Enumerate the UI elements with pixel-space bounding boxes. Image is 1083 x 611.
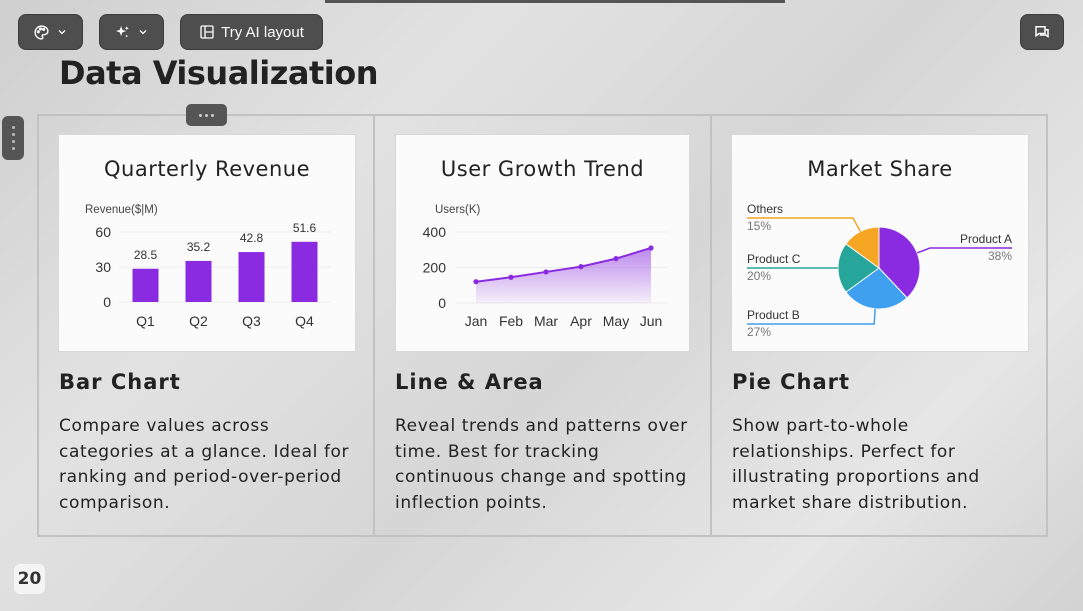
try-ai-layout-button[interactable]: Try AI layout bbox=[180, 14, 323, 50]
slice-value-label: 27% bbox=[747, 325, 771, 339]
x-tick-label: Feb bbox=[499, 313, 523, 329]
page-title: Data Visualization bbox=[59, 54, 378, 92]
y-tick-label: 30 bbox=[95, 259, 111, 275]
top-canvas-edge bbox=[325, 0, 785, 3]
chevron-down-icon bbox=[137, 26, 149, 38]
column-heading: Bar Chart bbox=[59, 370, 181, 394]
x-tick-label: Mar bbox=[534, 313, 558, 329]
line-chart-column: User Growth Trend Users(K) 400 200 0 Jan Feb M… bbox=[375, 116, 712, 535]
bar bbox=[291, 241, 318, 302]
x-tick-label: Jun bbox=[640, 313, 663, 329]
data-label: 42.8 bbox=[240, 231, 264, 245]
bar bbox=[185, 260, 212, 302]
data-point bbox=[578, 264, 584, 270]
pie-chart: Product A 38% Product B 27% Product C 20% Othe… bbox=[747, 202, 1012, 339]
bar-chart-column: Quarterly Revenue Revenue($|M) 60 30 0 28.5 Q… bbox=[39, 116, 375, 535]
slice-value-label: 15% bbox=[747, 219, 771, 233]
y-tick-label: 60 bbox=[95, 224, 111, 240]
series-line bbox=[475, 247, 652, 283]
x-tick-label: Jan bbox=[465, 313, 488, 329]
y-tick-label: 0 bbox=[438, 295, 446, 311]
data-point bbox=[508, 274, 514, 280]
data-point bbox=[473, 279, 479, 285]
area-chart: Users(K) 400 200 0 Jan Feb Mar Apr May Jun bbox=[423, 204, 668, 329]
column-heading: Pie Chart bbox=[732, 370, 851, 394]
data-label: 51.6 bbox=[293, 221, 317, 235]
block-drag-handle[interactable] bbox=[186, 104, 227, 126]
slice-name-label: Others bbox=[747, 202, 783, 216]
chart-title: Market Share bbox=[807, 157, 953, 181]
leader-line bbox=[747, 217, 862, 232]
ai-magic-dropdown-button[interactable] bbox=[99, 14, 164, 50]
layout-icon bbox=[199, 24, 215, 40]
try-ai-layout-label: Try AI layout bbox=[221, 23, 304, 41]
palette-icon bbox=[33, 24, 50, 41]
data-label: 35.2 bbox=[187, 240, 211, 254]
pie-chart-column: Market Share Product A 38% Product B 27% Pro… bbox=[712, 116, 1046, 535]
data-point bbox=[648, 245, 654, 251]
x-tick-label: Q3 bbox=[242, 313, 261, 329]
chevron-down-icon bbox=[56, 26, 68, 38]
theme-dropdown-button[interactable] bbox=[18, 14, 83, 50]
bar bbox=[132, 268, 159, 302]
column-description: Show part-to-whole relationships. Perfec… bbox=[732, 416, 980, 513]
column-description: Reveal trends and patterns over time. Be… bbox=[395, 416, 688, 513]
slice-name-label: Product A bbox=[960, 232, 1012, 246]
y-tick-label: 200 bbox=[423, 260, 447, 276]
slice-name-label: Product C bbox=[747, 252, 801, 266]
x-tick-label: Apr bbox=[570, 313, 592, 329]
chart-title: User Growth Trend bbox=[440, 157, 645, 181]
slice-value-label: 38% bbox=[988, 249, 1012, 263]
x-tick-label: Q4 bbox=[295, 313, 314, 329]
column-description: Compare values across categories at a gl… bbox=[59, 416, 350, 513]
side-panel-handle[interactable] bbox=[2, 116, 24, 160]
bar bbox=[238, 252, 265, 302]
area-fill bbox=[476, 247, 651, 303]
pie-slice bbox=[878, 226, 921, 299]
page-number: 20 bbox=[14, 564, 45, 594]
data-point bbox=[543, 269, 549, 275]
slice-value-label: 20% bbox=[747, 269, 771, 283]
line-chart-card: User Growth Trend Users(K) 400 200 0 Jan Feb M… bbox=[395, 134, 690, 352]
comments-button[interactable] bbox=[1020, 14, 1064, 50]
data-point bbox=[613, 256, 619, 262]
y-axis-label: Revenue($|M) bbox=[85, 204, 158, 216]
x-tick-label: Q1 bbox=[136, 313, 155, 329]
pie-chart-card: Market Share Product A 38% Product B 27% Pro… bbox=[731, 134, 1029, 352]
bar-chart: Revenue($|M) 60 30 0 28.5 Q1 35.2 Q2 42.8 Q3 51.6 Q… bbox=[85, 204, 331, 329]
column-heading: Line & Area bbox=[395, 370, 544, 394]
sparkle-icon bbox=[114, 24, 131, 41]
bar-chart-card: Quarterly Revenue Revenue($|M) 60 30 0 28.5 Q… bbox=[58, 134, 356, 352]
leader-line bbox=[747, 308, 876, 325]
chart-title: Quarterly Revenue bbox=[103, 157, 311, 181]
comment-icon bbox=[1033, 23, 1051, 41]
chart-type-grid: Quarterly Revenue Revenue($|M) 60 30 0 28.5 Q… bbox=[37, 114, 1048, 537]
y-axis-label: Users(K) bbox=[435, 204, 481, 216]
y-tick-label: 0 bbox=[103, 294, 111, 310]
x-tick-label: May bbox=[603, 313, 629, 329]
leader-line bbox=[916, 247, 1012, 254]
slice-name-label: Product B bbox=[747, 308, 800, 322]
x-tick-label: Q2 bbox=[189, 313, 208, 329]
data-label: 28.5 bbox=[134, 248, 158, 262]
y-tick-label: 400 bbox=[423, 224, 447, 240]
